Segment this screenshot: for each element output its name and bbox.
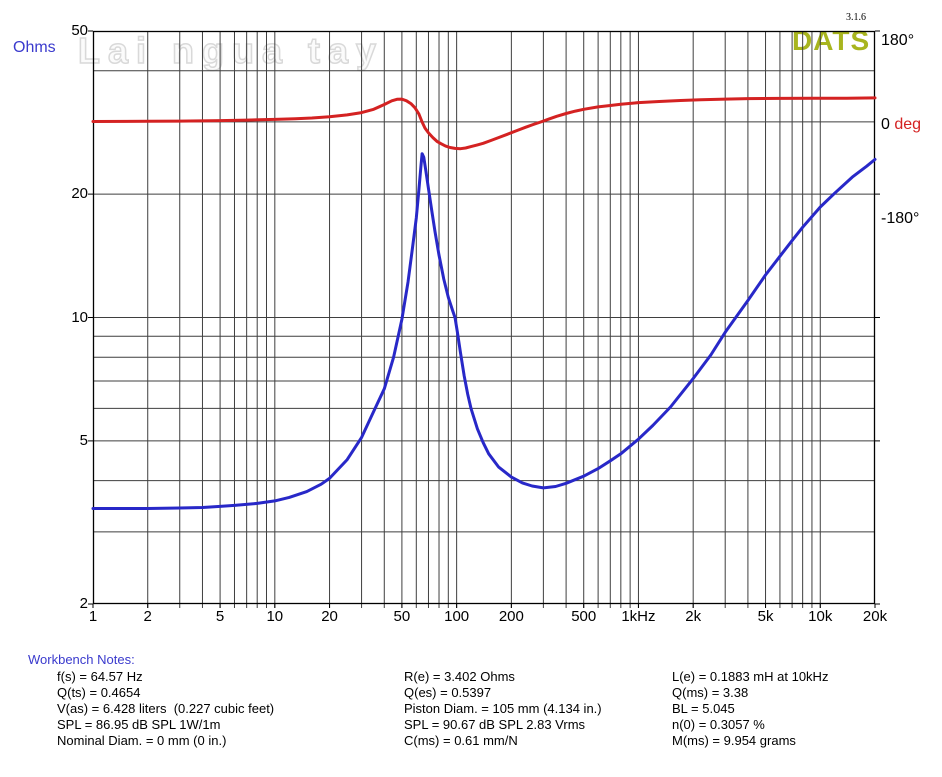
notes-column-3: L(e) = 0.1883 mH at 10kHz Q(ms) = 3.38 BL …: [672, 669, 828, 749]
x-axis-tick-label: 20: [321, 608, 338, 625]
impedance-phase-plot: [88, 30, 880, 608]
x-axis-tick-label: 50: [393, 608, 411, 625]
note-line: Q(ts) = 0.4654: [57, 685, 141, 700]
notes-column-2: R(e) = 3.402 Ohms Q(es) = 0.5397 Piston Di…: [404, 669, 602, 749]
phase-axis-label-0deg: 0 deg: [881, 116, 921, 134]
note-line: n(0) = 0.3057 %: [672, 717, 765, 732]
note-line: f(s) = 64.57 Hz: [57, 669, 143, 684]
y-axis-tick-label: 5: [79, 431, 88, 449]
x-axis-tick-label: 1kHz: [621, 608, 656, 625]
note-line: R(e) = 3.402 Ohms: [404, 669, 515, 684]
x-axis-tick-label: 1: [88, 608, 98, 625]
notes-column-1: f(s) = 64.57 Hz Q(ts) = 0.4654 V(as) = 6.4…: [57, 669, 274, 749]
x-axis-tick-label: 2k: [685, 608, 702, 625]
note-line: C(ms) = 0.61 mm/N: [404, 733, 518, 748]
y-axis-tick-label: 2: [79, 595, 88, 612]
x-axis-tick-label: 200: [498, 608, 524, 625]
phase-zero-value: 0: [881, 116, 890, 133]
x-axis-tick-label: 10: [266, 608, 284, 625]
watermark-text: Lai ngua tay: [77, 29, 385, 72]
note-line: BL = 5.045: [672, 701, 735, 716]
y-axis-tick-label: 20: [71, 185, 88, 203]
phase-axis-label-neg180: -180°: [881, 210, 920, 227]
phase-curve: [91, 96, 877, 151]
x-axis-tick-label: 100: [444, 608, 470, 625]
x-axis-tick-label: 20k: [862, 608, 888, 625]
workbench-notes-title: Workbench Notes:: [28, 652, 135, 667]
x-axis-tick-label: 10k: [808, 608, 833, 625]
y-axis-tick-label: 50: [71, 22, 88, 39]
version-label: 3.1.6: [846, 12, 866, 23]
x-axis-tick-label: 5k: [757, 608, 774, 625]
note-line: SPL = 86.95 dB SPL 1W/1m: [57, 717, 221, 732]
note-line: V(as) = 6.428 liters (0.227 cubic feet): [57, 701, 275, 716]
impedance-curve: [91, 152, 877, 510]
note-line: Piston Diam. = 105 mm (4.134 in.): [404, 701, 602, 716]
note-line: Q(es) = 0.5397: [404, 685, 492, 700]
note-line: Nominal Diam. = 0 mm (0 in.): [57, 733, 227, 748]
note-line: SPL = 90.67 dB SPL 2.83 Vrms: [404, 717, 586, 732]
x-axis-tick-label: 2: [143, 608, 152, 625]
plot-border: [92, 30, 876, 605]
x-axis-tick-label: 500: [571, 608, 597, 625]
x-axis-tick-label: 5: [215, 608, 225, 625]
note-line: M(ms) = 9.954 grams: [672, 733, 796, 748]
note-line: L(e) = 0.1883 mH at 10kHz: [672, 669, 829, 684]
y-axis-unit-label: Ohms: [13, 39, 56, 56]
dats-logo: DATS: [792, 25, 871, 56]
note-line: Q(ms) = 3.38: [672, 685, 749, 700]
phase-axis-label-180: 180°: [881, 32, 915, 49]
y-axis-tick-label: 10: [71, 308, 88, 326]
phase-zero-unit: deg: [889, 116, 922, 133]
